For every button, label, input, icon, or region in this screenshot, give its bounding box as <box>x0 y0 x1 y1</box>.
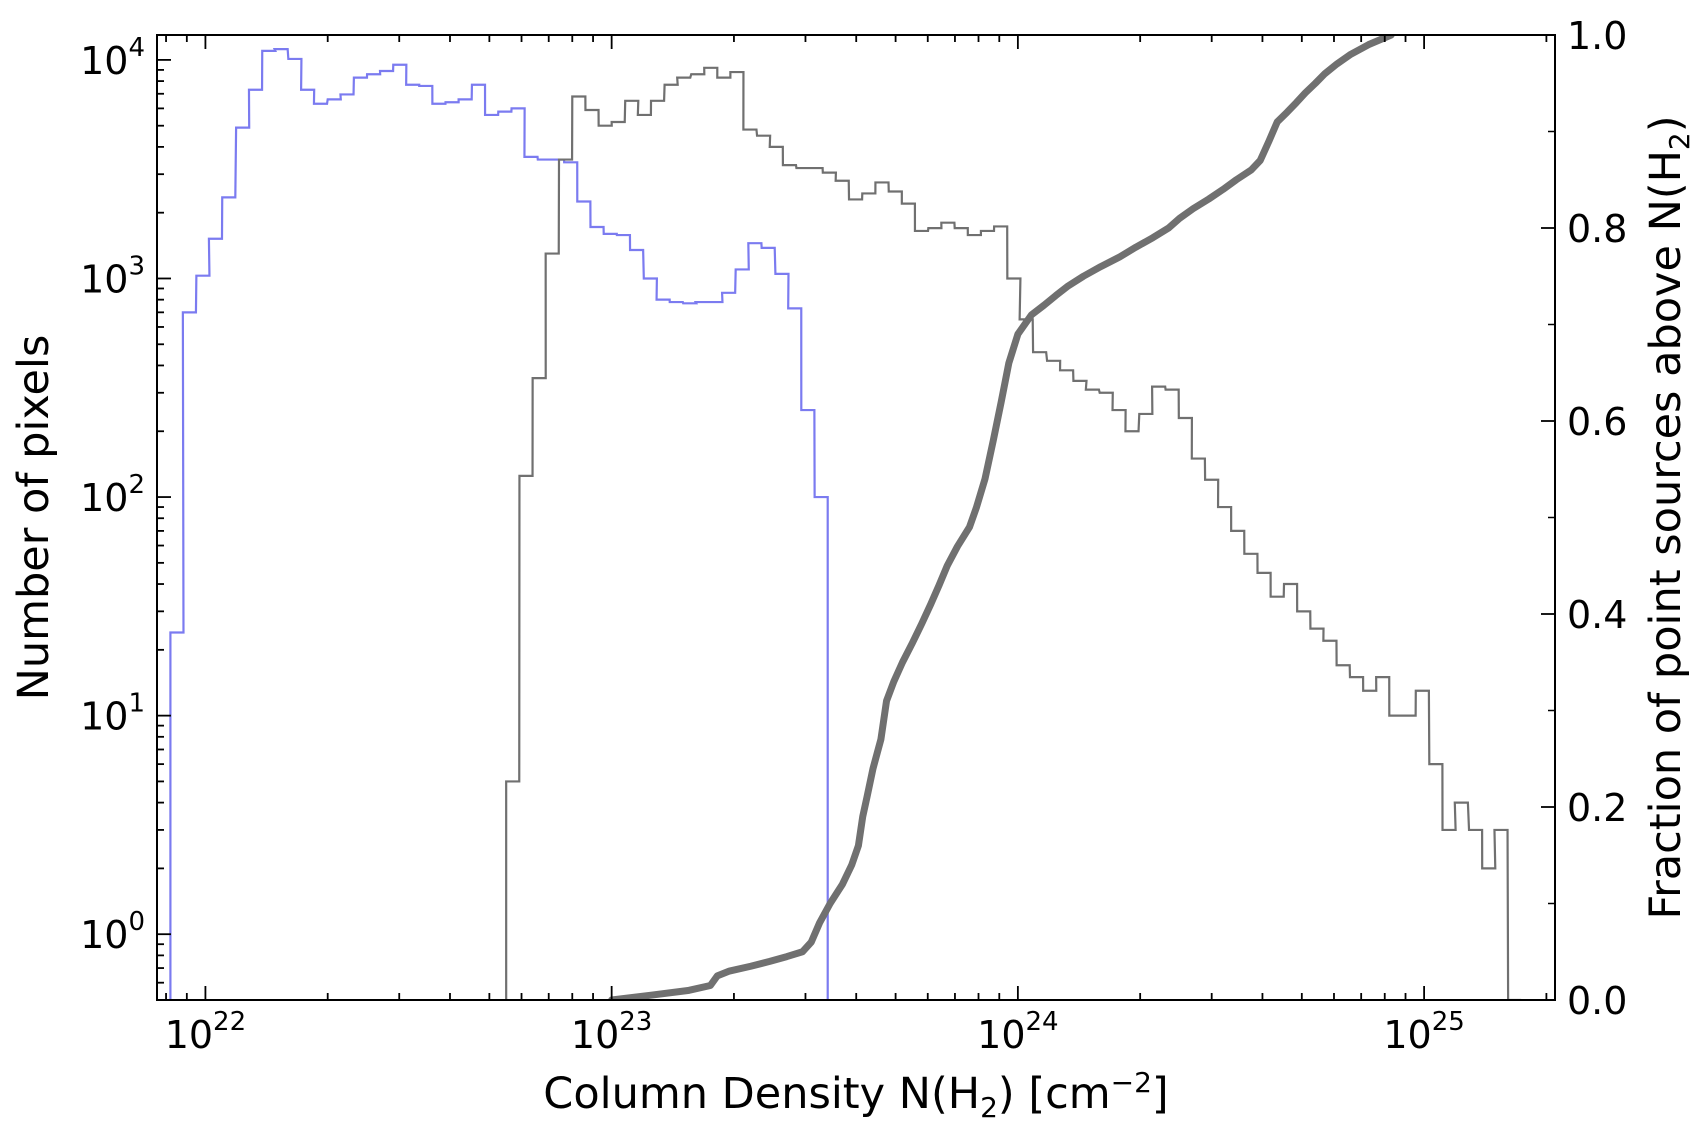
cumulative-fraction-line <box>608 35 1395 1000</box>
plot-area <box>169 35 1522 1000</box>
y-right-tick-label: 0.4 <box>1567 593 1627 637</box>
x-tick-label: 1025 <box>1383 1007 1464 1057</box>
y-left-tick-label: 101 <box>80 689 145 739</box>
y-right-tick-label: 0.0 <box>1567 979 1627 1023</box>
histogram-series-1 <box>169 48 829 1000</box>
x-axis-label: Column Density N(H2) [cm−2] <box>543 1066 1168 1124</box>
tick-labels: 1022 1023 1024 1025 100 101 102 103 104 0.0 0.2 0.4… <box>80 14 1627 1057</box>
axis-labels: Column Density N(H2) [cm−2] Number of pi… <box>9 115 1696 1124</box>
histogram-series-2 <box>505 66 1522 1000</box>
y-left-tick-label: 102 <box>80 470 145 520</box>
x-tick-label: 1023 <box>571 1007 652 1057</box>
tick-marks <box>157 34 1555 1001</box>
y-left-tick-label: 103 <box>80 251 145 301</box>
y-right-tick-label: 0.6 <box>1567 400 1627 444</box>
y-left-tick-label: 104 <box>80 33 145 83</box>
y-right-tick-label: 1.0 <box>1567 14 1627 58</box>
x-tick-label: 1022 <box>165 1007 246 1057</box>
y-axis-left-label: Number of pixels <box>9 335 59 701</box>
y-right-tick-label: 0.2 <box>1567 786 1627 830</box>
x-tick-label: 1024 <box>977 1007 1058 1057</box>
y-axis-right-label: Fraction of point sources above N(H2) <box>1641 115 1696 919</box>
y-right-tick-label: 0.8 <box>1567 207 1627 251</box>
y-left-tick-label: 100 <box>80 907 145 957</box>
